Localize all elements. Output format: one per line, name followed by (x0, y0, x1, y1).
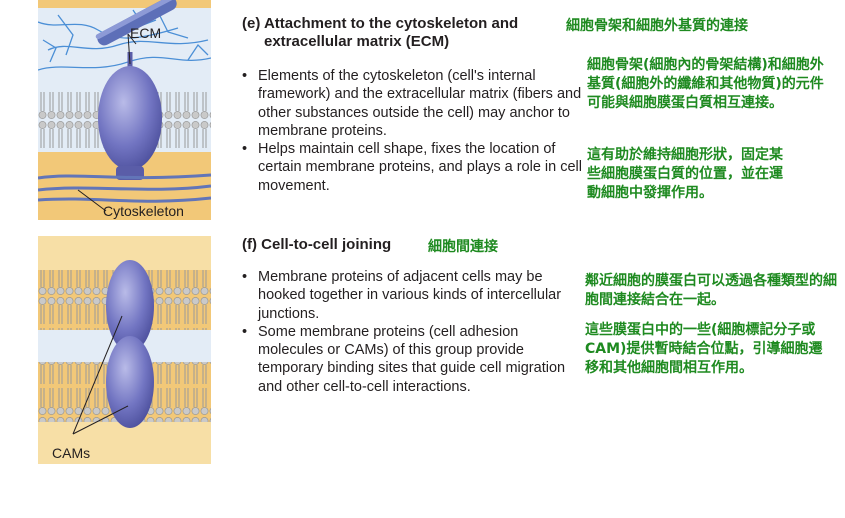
section-f-bullet-1: Membrane proteins of adjacent cells may … (242, 268, 582, 323)
section-f-zh-paragraph-1: 鄰近細胞的膜蛋白可以透過各種類型的細胞間連接結合在一起。 (585, 273, 837, 308)
section-e-title-line1: (e) Attachment to the cytoskeleton and (242, 15, 519, 32)
section-e-title-zh: 細胞骨架和細胞外基質的連接 (566, 18, 748, 34)
section-f-title-zh: 細胞間連接 (428, 239, 498, 255)
section-e-bullet-1: Elements of the cytoskeleton (cell's int… (242, 67, 582, 140)
section-f-zh-paragraph-2: 這些膜蛋白中的一些(細胞標記分子或CAM)提供暫時結合位點，引導細胞遷移和其他細… (585, 322, 823, 376)
section-e-zh-paragraph-1: 細胞骨架(細胞內的骨架結構)和細胞外基質(細胞外的纖維和其他物質)的元件可能與細… (587, 57, 824, 111)
cytoskeleton-filaments (38, 173, 211, 203)
section-e-bullets: Elements of the cytoskeleton (cell's int… (242, 67, 582, 195)
section-e-title: (e) Attachment to the cytoskeleton and e… (242, 15, 562, 51)
section-e-bullet-2: Helps maintain cell shape, fixes the loc… (242, 140, 582, 195)
cams-label: CAMs (52, 445, 90, 461)
cell-joining-illustration: CAMs (38, 236, 211, 464)
figure-panel-cell-joining: CAMs (38, 236, 211, 464)
figure-panel-ecm: ECM Cytoskeleton (38, 0, 211, 220)
ecm-collagen-fiber (95, 0, 177, 46)
section-f-bullets: Membrane proteins of adjacent cells may … (242, 268, 582, 396)
ecm-attachment-illustration: ECM Cytoskeleton (38, 0, 211, 220)
ecm-label: ECM (130, 25, 161, 41)
section-e-zh-paragraph-2: 這有助於維持細胞形狀，固定某些細胞膜蛋白質的位置，並在運動細胞中發揮作用。 (587, 147, 783, 201)
cytoskeleton-label: Cytoskeleton (103, 203, 184, 219)
section-e-title-line2: extracellular matrix (ECM) (264, 33, 450, 50)
cam-protein-upper (106, 260, 154, 352)
cam-protein-lower (106, 336, 154, 428)
section-f-bullet-2: Some membrane proteins (cell adhesion mo… (242, 323, 582, 396)
section-f-title: (f) Cell-to-cell joining (242, 236, 392, 253)
